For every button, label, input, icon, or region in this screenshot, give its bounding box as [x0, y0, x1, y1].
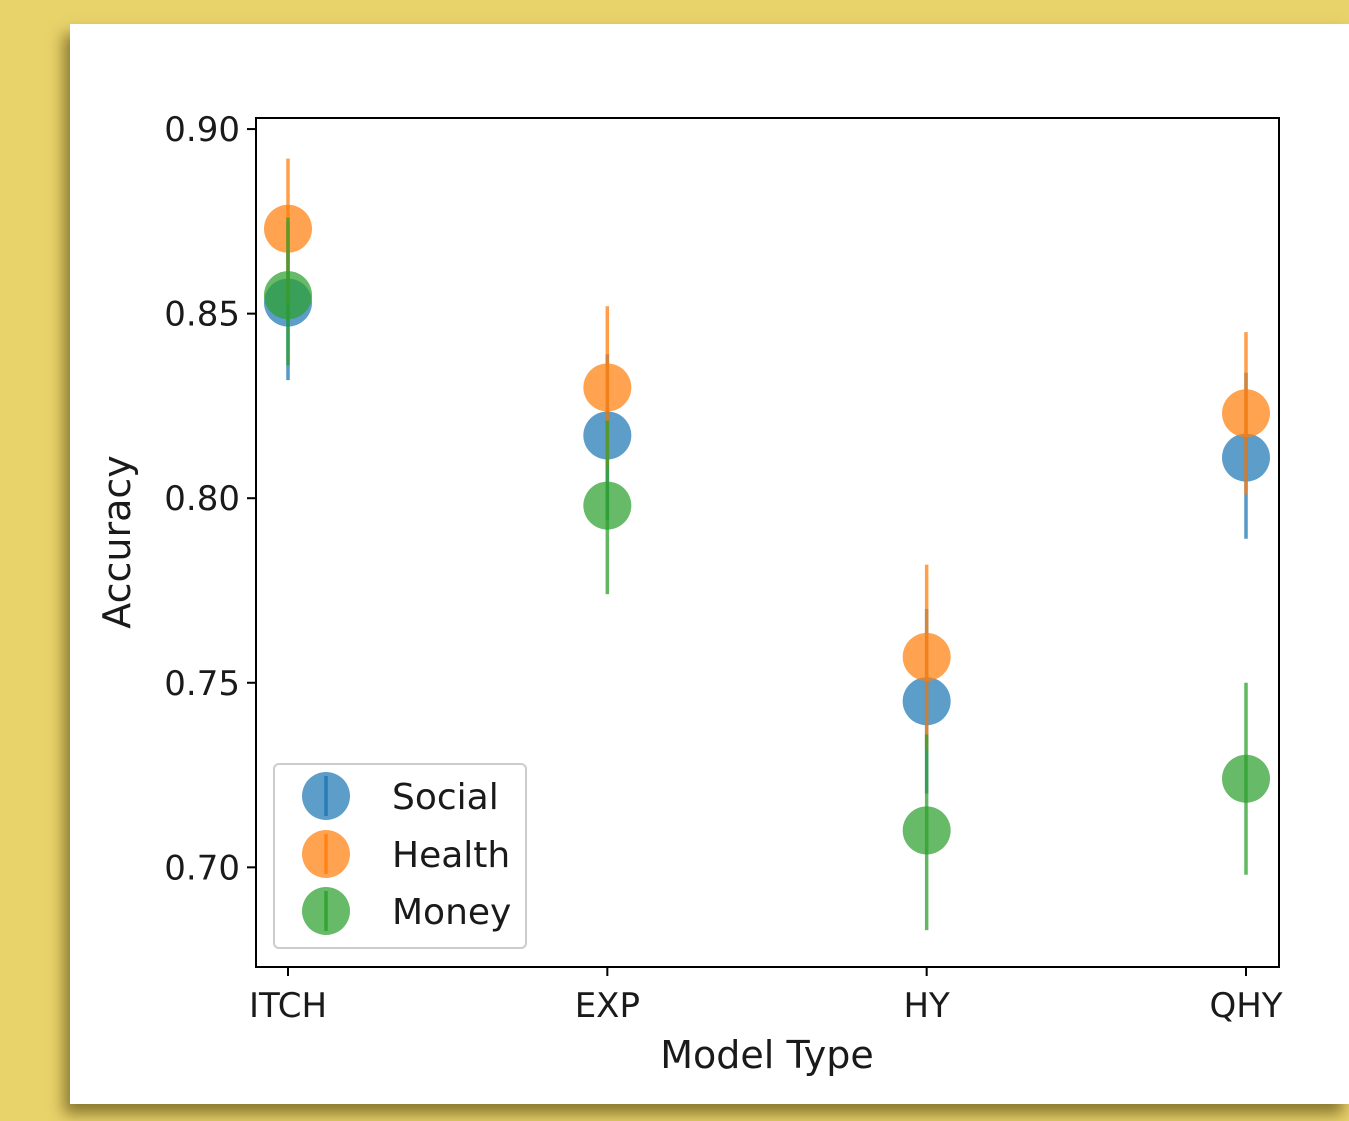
legend: Social Health Money	[273, 763, 527, 949]
series-health	[264, 158, 1270, 750]
y-tick-label: 0.80	[164, 479, 240, 519]
marks-layer	[264, 158, 1270, 931]
x-tick-label: ITCH	[249, 986, 327, 1026]
data-point-health	[583, 363, 632, 412]
y-tick-label: 0.85	[164, 295, 240, 335]
chart: 0.70 0.75 0.80 0.85 0.90 ITCH EXP HY QHY Model T…	[95, 110, 1283, 1077]
series-money	[264, 217, 1270, 931]
legend-item-money: Money	[302, 887, 511, 935]
legend-item-social: Social	[302, 772, 499, 820]
x-tick-label: EXP	[575, 986, 640, 1026]
data-point-money	[902, 806, 951, 855]
series-social	[264, 221, 1270, 794]
data-point-money	[1222, 754, 1270, 803]
legend-label-health: Health	[392, 835, 510, 876]
data-point-health	[1222, 389, 1270, 438]
data-point-money	[264, 271, 312, 320]
y-tick-label: 0.70	[164, 848, 240, 888]
data-point-health	[902, 632, 951, 681]
axes-layer: 0.70 0.75 0.80 0.85 0.90 ITCH EXP HY QHY	[164, 110, 1282, 1026]
legend-item-health: Health	[302, 830, 510, 878]
data-point-money	[583, 481, 632, 530]
legend-label-social: Social	[392, 777, 499, 818]
x-tick-label: HY	[903, 986, 950, 1026]
y-axis-title: Accuracy	[95, 455, 139, 629]
x-axis-title: Model Type	[660, 1033, 873, 1077]
plot-area	[255, 117, 1280, 968]
legend-items: Social Health Money	[302, 772, 511, 935]
legend-label-money: Money	[392, 892, 511, 933]
x-tick-label: QHY	[1209, 986, 1282, 1026]
y-tick-label: 0.90	[164, 110, 240, 150]
figure-frame: 0.70 0.75 0.80 0.85 0.90 ITCH EXP HY QHY Model T…	[70, 24, 1349, 1104]
y-tick-label: 0.75	[164, 664, 240, 704]
